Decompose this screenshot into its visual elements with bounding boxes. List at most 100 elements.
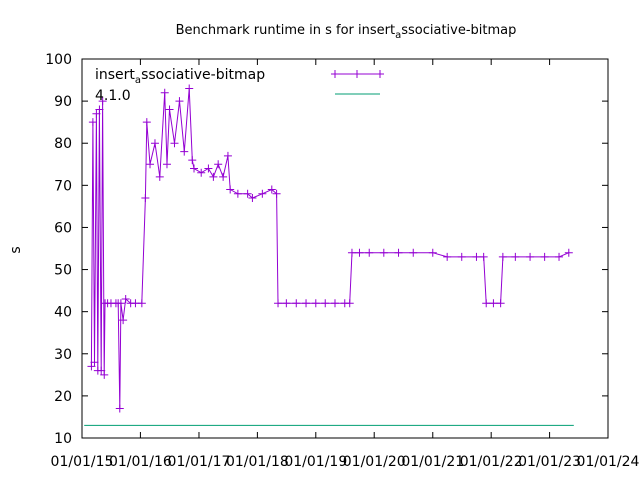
data-point bbox=[457, 252, 466, 261]
data-point bbox=[197, 168, 206, 177]
x-tick-label: 01/01/22 bbox=[460, 454, 523, 470]
data-point bbox=[267, 185, 276, 194]
data-point bbox=[540, 252, 549, 261]
data-point bbox=[321, 299, 330, 308]
data-point bbox=[100, 370, 109, 379]
data-point bbox=[137, 299, 146, 308]
data-point bbox=[150, 139, 159, 148]
data-point bbox=[95, 105, 104, 114]
data-point bbox=[243, 189, 252, 198]
plot-frame bbox=[81, 58, 609, 439]
data-point bbox=[330, 299, 339, 308]
legend-label-series-2: 4.1.0 bbox=[95, 88, 131, 104]
y-tick-label: 20 bbox=[54, 389, 72, 405]
data-point bbox=[119, 316, 128, 325]
title-subscript: a bbox=[395, 30, 401, 41]
data-point bbox=[162, 160, 171, 169]
data-point bbox=[88, 118, 97, 127]
data-point bbox=[282, 299, 291, 308]
x-tick-label: 01/01/16 bbox=[109, 454, 172, 470]
data-point bbox=[347, 248, 356, 257]
y-axis-label: s bbox=[8, 246, 24, 253]
y-tick-label: 60 bbox=[54, 220, 72, 236]
data-point bbox=[92, 109, 101, 118]
data-point bbox=[482, 299, 491, 308]
x-tick-label: 01/01/15 bbox=[51, 454, 114, 470]
data-point bbox=[311, 299, 320, 308]
series-1-markers bbox=[87, 84, 573, 413]
data-point bbox=[185, 84, 194, 93]
data-point bbox=[489, 299, 498, 308]
data-point bbox=[379, 248, 388, 257]
data-point bbox=[90, 358, 99, 367]
data-point bbox=[214, 160, 223, 169]
data-point bbox=[141, 193, 150, 202]
data-point bbox=[142, 118, 151, 127]
data-point bbox=[170, 139, 179, 148]
data-point bbox=[511, 252, 520, 261]
data-point bbox=[223, 151, 232, 160]
x-tick-label: 01/01/21 bbox=[401, 454, 464, 470]
legend-part-1: insert bbox=[95, 67, 135, 83]
data-point bbox=[472, 252, 481, 261]
data-point bbox=[394, 248, 403, 257]
data-point bbox=[180, 147, 189, 156]
data-point bbox=[496, 299, 505, 308]
x-axis-ticks: 01/01/1501/01/1601/01/1701/01/1801/01/19… bbox=[51, 59, 640, 470]
title-part-1: Benchmark runtime in s for insert bbox=[176, 23, 395, 38]
x-tick-label: 01/01/18 bbox=[226, 454, 289, 470]
y-tick-label: 100 bbox=[45, 52, 72, 68]
legend-subscript: a bbox=[135, 75, 141, 86]
data-point bbox=[302, 299, 311, 308]
data-point bbox=[248, 193, 257, 202]
data-point bbox=[155, 172, 164, 181]
data-point bbox=[365, 248, 374, 257]
chart-title: Benchmark runtime in s for insertassocia… bbox=[176, 23, 517, 41]
data-point bbox=[190, 164, 199, 173]
data-point bbox=[175, 97, 184, 106]
data-point bbox=[292, 299, 301, 308]
legend-part-2: ssociative-bitmap bbox=[141, 67, 265, 83]
data-point bbox=[204, 164, 213, 173]
data-point bbox=[98, 97, 107, 106]
y-tick-label: 40 bbox=[54, 305, 72, 321]
data-point bbox=[188, 156, 197, 165]
data-point bbox=[428, 248, 437, 257]
data-point bbox=[121, 295, 130, 304]
data-point bbox=[555, 252, 564, 261]
x-tick-label: 01/01/19 bbox=[284, 454, 347, 470]
data-point bbox=[498, 252, 507, 261]
data-point bbox=[409, 248, 418, 257]
x-tick-label: 01/01/17 bbox=[168, 454, 231, 470]
y-tick-label: 90 bbox=[54, 94, 72, 110]
data-point bbox=[564, 248, 573, 257]
title-part-2: ssociative-bitmap bbox=[401, 23, 516, 38]
y-tick-label: 30 bbox=[54, 347, 72, 363]
x-tick-label: 01/01/24 bbox=[577, 454, 640, 470]
data-point bbox=[345, 299, 354, 308]
data-point bbox=[116, 299, 125, 308]
data-point bbox=[258, 189, 267, 198]
legend-label-series-1: insertassociative-bitmap bbox=[95, 67, 265, 86]
legend-marker-series-1 bbox=[331, 70, 384, 78]
y-tick-label: 80 bbox=[54, 136, 72, 152]
data-point bbox=[226, 185, 235, 194]
series-layer bbox=[84, 84, 574, 426]
data-point bbox=[97, 366, 106, 375]
data-point bbox=[146, 160, 155, 169]
y-tick-label: 50 bbox=[54, 263, 72, 279]
data-point bbox=[526, 252, 535, 261]
data-point bbox=[355, 248, 364, 257]
data-point bbox=[219, 172, 228, 181]
y-axis-ticks: 10 20 30 40 50 60 70 80 90 100 bbox=[45, 52, 608, 447]
data-point bbox=[87, 362, 96, 371]
legend: insertassociative-bitmap 4.1.0 bbox=[95, 67, 384, 104]
y-tick-label: 10 bbox=[54, 431, 72, 447]
data-point bbox=[209, 172, 218, 181]
data-point bbox=[233, 189, 242, 198]
data-point bbox=[274, 299, 283, 308]
data-point bbox=[160, 88, 169, 97]
x-tick-label: 01/01/20 bbox=[343, 454, 406, 470]
data-point bbox=[443, 252, 452, 261]
